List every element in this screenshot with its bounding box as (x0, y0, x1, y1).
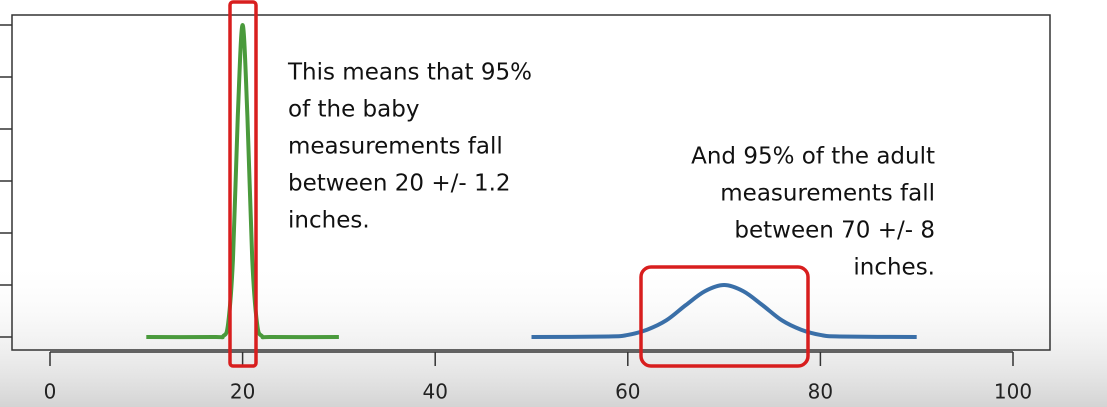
curve (531, 283, 917, 339)
x-tick-label: 40 (422, 380, 447, 404)
x-tick-label: 80 (808, 380, 833, 404)
annotation: of the baby (288, 97, 419, 123)
x-tick-label: 60 (615, 380, 640, 404)
annotation: This means that 95% (287, 60, 532, 86)
annotation: inches. (288, 208, 370, 234)
annotation: measurements fall (288, 134, 503, 160)
x-tick-label: 20 (230, 380, 255, 404)
annotation: between 20 +/- 1.2 (288, 171, 511, 197)
annotation: measurements fall (720, 181, 935, 207)
x-tick-label: 100 (994, 380, 1032, 404)
video-shade (0, 260, 1107, 407)
highlight-box (228, 0, 258, 368)
plot-frame (11, 14, 1051, 351)
annotation: And 95% of the adult (691, 144, 935, 170)
annotation: inches. (853, 255, 935, 281)
annotation: between 70 +/- 8 (734, 218, 935, 244)
curve (146, 23, 339, 340)
highlight-box (639, 265, 810, 368)
x-tick-label: 0 (44, 380, 57, 404)
